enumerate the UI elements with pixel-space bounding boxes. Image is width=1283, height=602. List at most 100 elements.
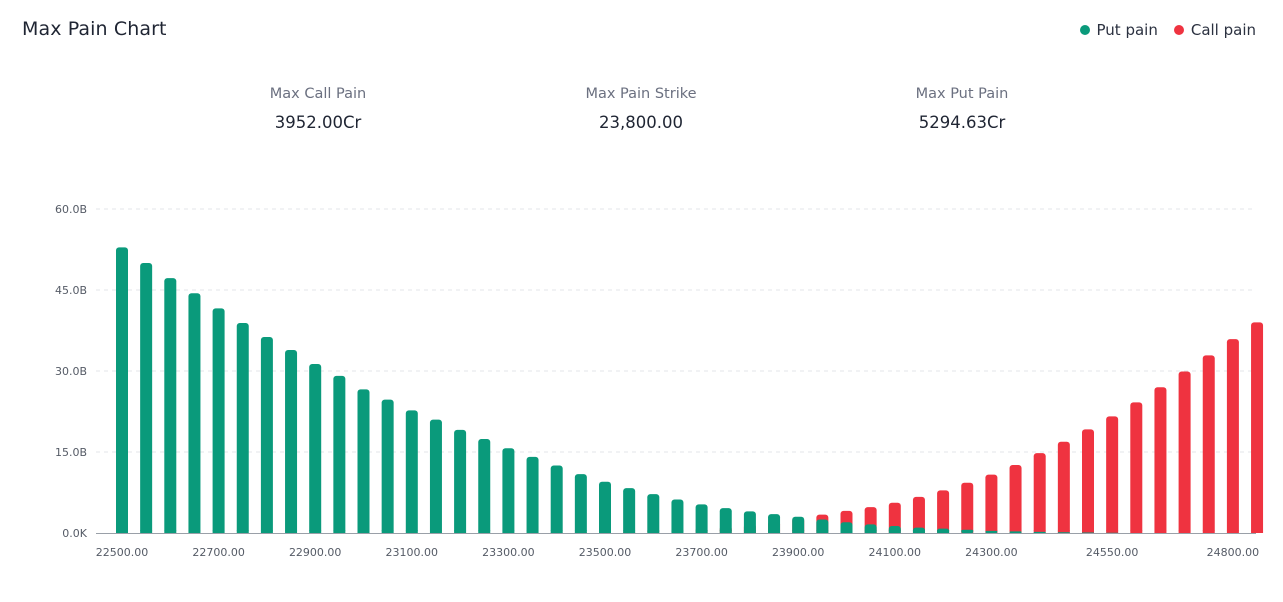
stat-label-max-call-pain: Max Call Pain	[269, 86, 367, 102]
call-pain-dot-icon	[1173, 25, 1184, 35]
stat-max-pain-strike: Max Pain Strike 23,800.00	[531, 86, 751, 132]
put-pain-bar-base	[502, 530, 515, 533]
put-pain-bar-base	[864, 530, 877, 533]
call-pain-bar	[912, 496, 925, 533]
put-pain-bar	[816, 519, 829, 533]
put-pain-bar-base	[550, 530, 563, 533]
stat-value-max-pain-strike: 23,800.00	[599, 113, 683, 132]
put-pain-bar	[357, 389, 370, 533]
x-tick-label: 22900.00	[289, 546, 342, 559]
put-pain-bar-base	[888, 530, 901, 533]
put-pain-bar	[647, 494, 660, 533]
put-pain-bar	[285, 349, 298, 533]
stat-value-max-put-pain: 5294.63Cr	[918, 113, 1006, 132]
call-pain-bar	[1082, 429, 1094, 533]
call-pain-bar	[1033, 453, 1046, 533]
call-pain-bar-base	[1057, 530, 1070, 533]
put-pain-bar-base	[333, 530, 346, 533]
call-pain-bar	[961, 482, 974, 533]
stat-value-max-call-pain: 3952.00Cr	[274, 113, 362, 132]
put-pain-bar	[454, 429, 467, 533]
y-tick-label: 45.0B	[55, 284, 87, 297]
x-tick-label: 22500.00	[96, 546, 149, 559]
put-pain-bar-base	[647, 530, 660, 533]
y-tick-label: 0.0K	[62, 527, 87, 540]
put-pain-bar	[792, 516, 805, 533]
call-pain-bar	[1154, 387, 1167, 533]
put-pain-bar	[429, 419, 442, 533]
y-tick-label: 15.0B	[55, 446, 87, 459]
call-pain-bar	[1202, 355, 1215, 533]
legend-item-put-pain[interactable]: Put pain	[1079, 21, 1158, 39]
call-pain-bar	[888, 502, 901, 533]
legend-item-call-pain[interactable]: Call pain	[1173, 21, 1256, 39]
x-tick-label: 23300.00	[482, 546, 535, 559]
put-pain-bar	[961, 529, 974, 533]
call-pain-bar	[1057, 441, 1070, 533]
put-pain-bar	[623, 488, 636, 533]
stat-max-call-pain: Max Call Pain 3952.00Cr	[208, 86, 428, 132]
put-pain-bar	[719, 508, 732, 533]
x-tick-label: 23700.00	[675, 546, 728, 559]
put-pain-bar-base	[574, 530, 587, 533]
call-pain-bar-base	[1033, 530, 1046, 533]
put-pain-bar	[333, 375, 346, 533]
bar-layer	[116, 247, 1264, 533]
put-pain-bar	[1033, 531, 1046, 533]
put-pain-bar-base	[695, 530, 708, 533]
y-tick-label: 60.0B	[55, 203, 87, 216]
call-pain-bar-base	[1178, 530, 1191, 533]
put-pain-bar-base	[792, 530, 805, 533]
legend-label-call-pain: Call pain	[1190, 21, 1256, 39]
put-pain-bar	[599, 481, 611, 533]
put-pain-bar	[405, 410, 418, 533]
x-tick-label: 24300.00	[965, 546, 1018, 559]
put-pain-bar	[1009, 531, 1022, 533]
put-pain-bar	[695, 504, 708, 533]
call-pain-bar	[1106, 416, 1119, 533]
put-pain-bar-base	[816, 530, 829, 533]
put-pain-bar	[743, 511, 756, 533]
x-tick-label: 23100.00	[386, 546, 439, 559]
put-pain-bar	[236, 322, 249, 533]
x-tick-label: 23500.00	[579, 546, 632, 559]
put-pain-bar	[164, 278, 177, 533]
put-pain-bar-base	[719, 530, 732, 533]
stat-label-max-pain-strike: Max Pain Strike	[585, 86, 697, 102]
legend-label-put-pain: Put pain	[1096, 21, 1158, 39]
put-pain-bar	[309, 363, 322, 533]
put-pain-bar	[381, 399, 394, 533]
put-pain-bar	[768, 514, 781, 533]
put-pain-bar	[116, 247, 128, 533]
put-pain-bar	[140, 263, 153, 533]
put-pain-bar-base	[526, 530, 539, 533]
put-pain-bar-base	[116, 530, 128, 533]
x-tick-label: 22700.00	[192, 546, 245, 559]
stat-max-put-pain: Max Put Pain 5294.63Cr	[852, 86, 1072, 132]
put-pain-bar	[478, 439, 491, 533]
put-pain-bar-base	[671, 530, 684, 533]
put-pain-bar-base	[768, 530, 781, 533]
put-pain-bar-base	[212, 530, 225, 533]
put-pain-bar-base	[743, 530, 756, 533]
put-pain-bar	[1057, 532, 1070, 533]
put-pain-bar-base	[429, 530, 442, 533]
put-pain-bar-base	[454, 530, 467, 533]
put-pain-bar-base	[164, 530, 177, 533]
put-pain-bar	[671, 499, 684, 533]
put-pain-bar-base	[405, 530, 418, 533]
call-pain-bar-base	[1251, 530, 1264, 533]
stat-label-max-put-pain: Max Put Pain	[915, 86, 1009, 102]
put-pain-bar-base	[260, 530, 273, 533]
x-tick-label: 24800.00	[1207, 546, 1260, 559]
put-pain-bar	[260, 336, 273, 533]
put-pain-bar-base	[188, 530, 201, 533]
put-pain-bar-base	[236, 530, 249, 533]
put-pain-bar-base	[357, 530, 370, 533]
put-pain-bar-base	[912, 530, 925, 533]
call-pain-bar	[985, 474, 998, 533]
put-pain-bar	[1082, 532, 1094, 533]
put-pain-bar-base	[381, 530, 394, 533]
put-pain-bar-base	[478, 530, 491, 533]
